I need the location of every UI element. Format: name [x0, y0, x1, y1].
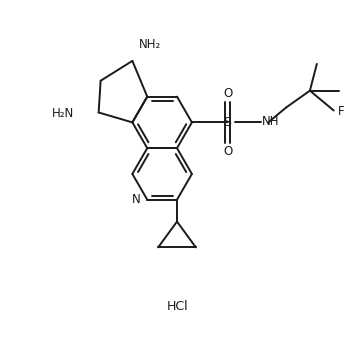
Text: NH₂: NH₂	[139, 37, 162, 51]
Text: F: F	[338, 105, 344, 118]
Text: O: O	[223, 145, 232, 158]
Text: N: N	[132, 193, 140, 206]
Text: S: S	[224, 116, 231, 129]
Text: HCl: HCl	[167, 300, 189, 313]
Text: H₂N: H₂N	[52, 107, 74, 120]
Text: O: O	[223, 87, 232, 100]
Text: NH: NH	[262, 115, 280, 128]
